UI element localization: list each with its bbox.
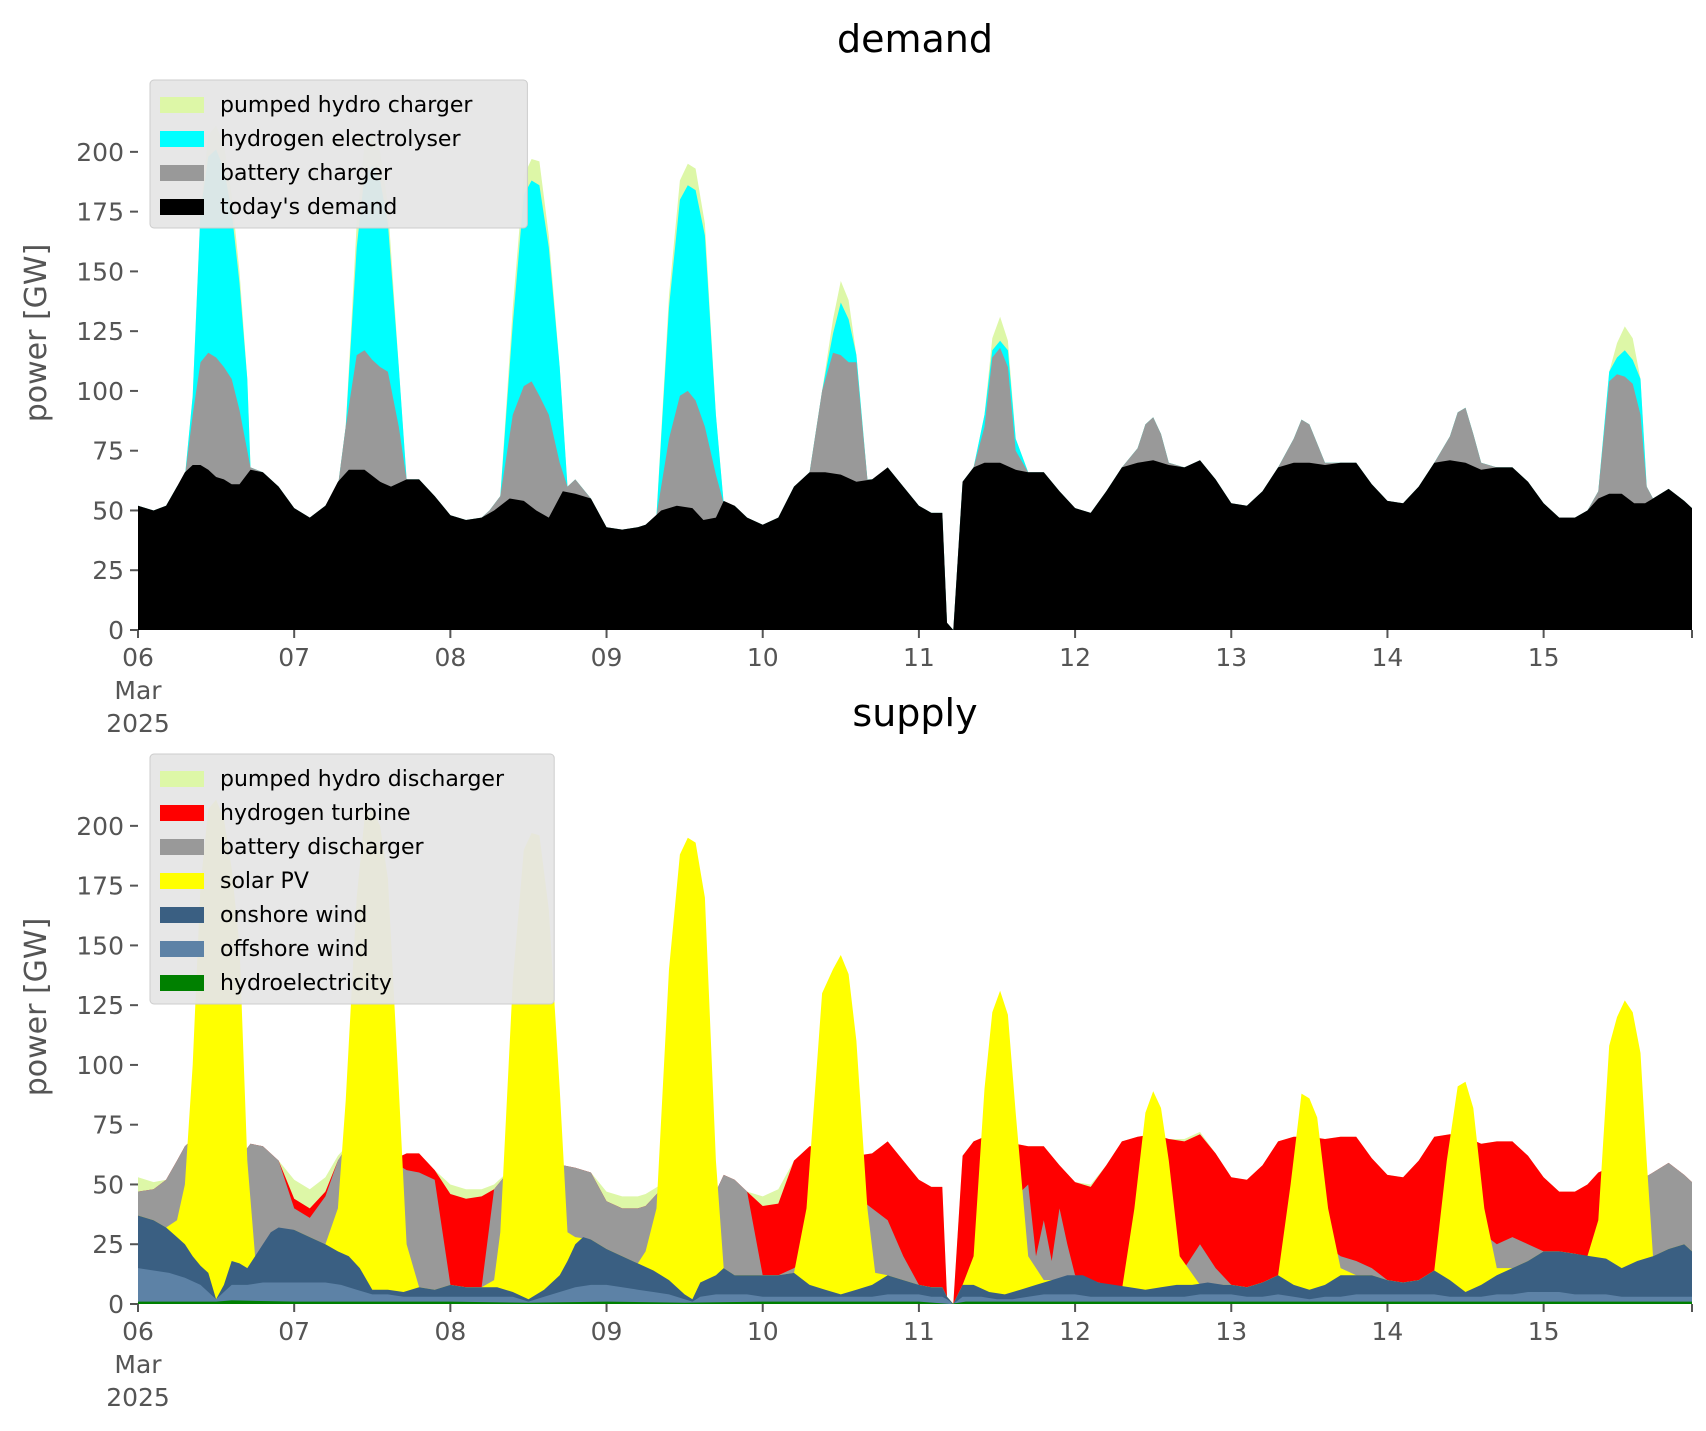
legend-swatch	[160, 131, 204, 147]
y-tick-label: 125	[76, 317, 124, 346]
series-area-hydroelectricity	[138, 1300, 1692, 1304]
legend-label: solar PV	[220, 869, 309, 894]
legend-swatch	[160, 941, 204, 957]
y-tick-label: 25	[92, 556, 124, 585]
x-tick-label: 10	[747, 643, 779, 672]
legend-swatch	[160, 975, 204, 991]
x-tick-label: 12	[1059, 643, 1091, 672]
x-tick-label: 06	[122, 643, 154, 672]
x-tick-label: 14	[1372, 643, 1404, 672]
legend-label: battery charger	[220, 161, 393, 186]
series-areas	[138, 125, 1692, 630]
legend-swatch	[160, 771, 204, 787]
legend-swatch	[160, 165, 204, 181]
x-tick-label: 2025	[106, 1383, 170, 1412]
y-tick-label: 0	[108, 616, 124, 645]
x-tick-label: 06	[122, 1317, 154, 1346]
legend-label: pumped hydro charger	[220, 93, 473, 118]
y-tick-label: 50	[92, 1170, 124, 1199]
legend-label: pumped hydro discharger	[220, 767, 505, 792]
y-axis-label: power [GW]	[19, 244, 54, 423]
legend-swatch	[160, 839, 204, 855]
x-tick-label: Mar	[114, 1350, 162, 1379]
x-tick-label: 10	[747, 1317, 779, 1346]
legend-box	[149, 753, 555, 1005]
y-tick-label: 100	[76, 377, 124, 406]
legend-label: today's demand	[220, 195, 397, 220]
x-tick-label: 11	[903, 643, 935, 672]
x-tick-label: Mar	[114, 676, 162, 705]
y-tick-label: 200	[76, 138, 124, 167]
x-axis: 06 Mar 2025 07 08 09 10 11 12 13 14 15	[106, 1304, 1693, 1412]
y-axis-label: power [GW]	[19, 918, 54, 1097]
x-tick-label: 12	[1059, 1317, 1091, 1346]
chart-title: supply	[852, 691, 977, 735]
x-tick-label: 15	[1528, 1317, 1560, 1346]
chart-supply: supply 0 25 50 75 100 125 150 175 200 power [GW] 06…	[19, 691, 1693, 1412]
y-tick-label: 200	[76, 812, 124, 841]
legend: pumped hydro charger hydrogen electrolyse…	[149, 79, 528, 229]
y-tick-label: 150	[76, 931, 124, 960]
series-area-offshore-wind	[138, 1268, 1692, 1304]
legend: pumped hydro discharger hydrogen turbine b…	[149, 753, 555, 1005]
x-tick-label: 07	[278, 643, 310, 672]
legend-box	[149, 79, 528, 229]
x-tick-label: 2025	[106, 709, 170, 738]
legend-label: hydrogen turbine	[220, 801, 411, 826]
legend-label: hydrogen electrolyser	[220, 127, 461, 152]
y-tick-label: 150	[76, 257, 124, 286]
x-tick-label: 08	[434, 643, 466, 672]
legend-label: battery discharger	[220, 835, 425, 860]
x-axis: 06 Mar 2025 07 08 09 10 11 12 13 14 15	[106, 630, 1693, 738]
x-tick-label: 14	[1372, 1317, 1404, 1346]
legend-swatch	[160, 199, 204, 215]
legend-swatch	[160, 873, 204, 889]
legend-label: onshore wind	[220, 903, 367, 928]
x-tick-label: 11	[903, 1317, 935, 1346]
y-tick-label: 75	[92, 437, 124, 466]
chart-demand: demand 0 25 50 75 100 125 150 175 200 power [GW] 06…	[19, 17, 1693, 738]
y-tick-label: 25	[92, 1230, 124, 1259]
legend-swatch	[160, 907, 204, 923]
legend-label: hydroelectricity	[220, 971, 392, 996]
legend-swatch	[160, 97, 204, 113]
x-tick-label: 09	[591, 643, 623, 672]
x-tick-label: 13	[1215, 1317, 1247, 1346]
y-tick-label: 125	[76, 991, 124, 1020]
y-axis: 0 25 50 75 100 125 150 175 200	[76, 138, 138, 645]
legend-label: offshore wind	[220, 937, 369, 962]
chart-title: demand	[837, 17, 993, 61]
y-tick-label: 0	[108, 1290, 124, 1319]
x-tick-label: 08	[434, 1317, 466, 1346]
y-tick-label: 175	[76, 872, 124, 901]
x-tick-label: 07	[278, 1317, 310, 1346]
x-tick-label: 09	[591, 1317, 623, 1346]
y-tick-label: 100	[76, 1051, 124, 1080]
x-tick-label: 15	[1528, 643, 1560, 672]
x-tick-label: 13	[1215, 643, 1247, 672]
y-axis: 0 25 50 75 100 125 150 175 200	[76, 812, 138, 1319]
y-tick-label: 175	[76, 198, 124, 227]
y-tick-label: 75	[92, 1111, 124, 1140]
y-tick-label: 50	[92, 496, 124, 525]
legend-swatch	[160, 805, 204, 821]
series-area-today-s-demand	[138, 460, 1692, 630]
